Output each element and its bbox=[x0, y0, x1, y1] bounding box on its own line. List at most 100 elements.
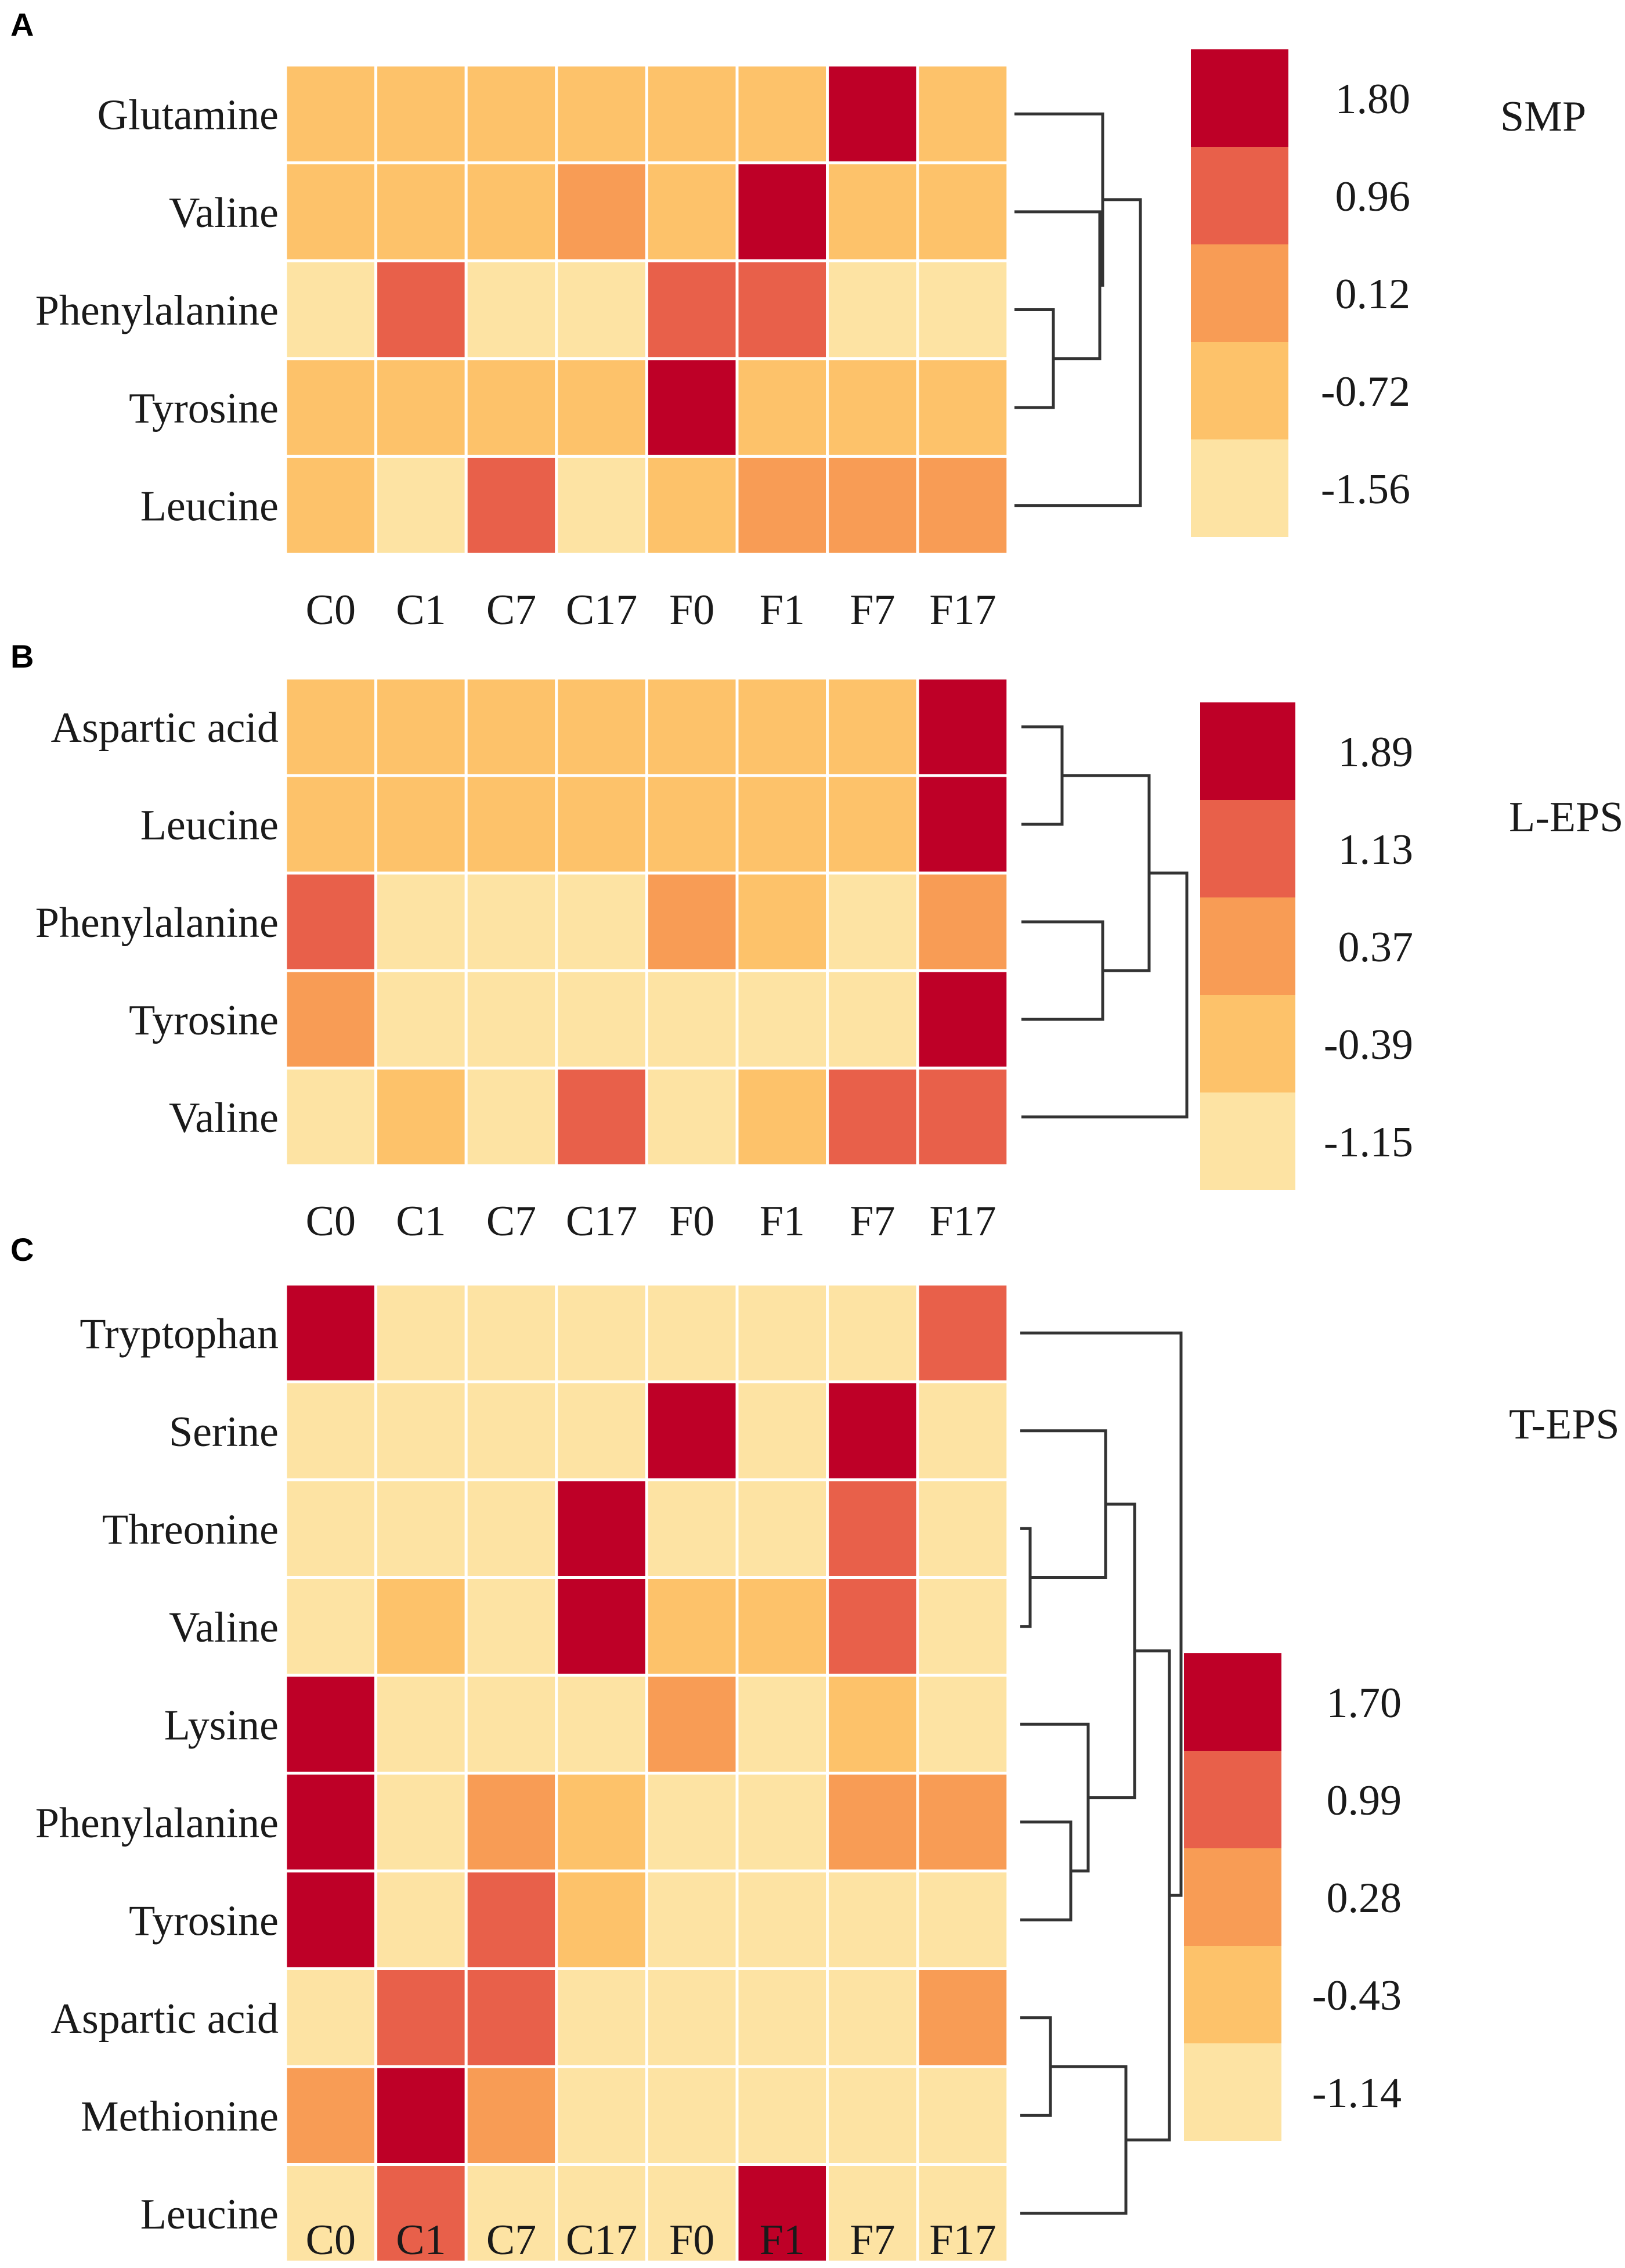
legend-tick-label: -1.14 bbox=[1312, 2069, 1402, 2117]
heatmap-cell-methionine-c0 bbox=[284, 2065, 378, 2166]
heatmap-cell-tyrosine-f0 bbox=[645, 1869, 739, 1970]
heatmap-cell-threonine-f1 bbox=[735, 1478, 829, 1579]
heatmap-cell-phenylalanine-c17 bbox=[555, 259, 648, 360]
heatmap-cell-valine-c1 bbox=[374, 161, 468, 262]
panel-a-smp: A Glutamine Valine Phenylalanine Tyrosine Leu… bbox=[10, 6, 1586, 634]
heatmap-cell-tyrosine-f1 bbox=[735, 357, 829, 458]
heatmap-cell-aspartic-acid-c7 bbox=[464, 676, 558, 777]
column-label-f0: F0 bbox=[669, 1198, 714, 1245]
panel-b-l-eps: B Aspartic acid Leucine Phenylalanine Tyrosi… bbox=[10, 638, 1623, 1245]
heatmap-cell-phenylalanine-c0 bbox=[284, 1772, 378, 1873]
dendrogram-branch bbox=[1020, 1527, 1032, 1628]
legend-tick-label: 0.99 bbox=[1327, 1777, 1402, 1825]
heatmap-cell-glutamine-f1 bbox=[735, 63, 829, 165]
dendrogram bbox=[1020, 1331, 1183, 2215]
heatmap-cell-phenylalanine-f1 bbox=[735, 259, 829, 360]
row-label-phenylalanine: Phenylalanine bbox=[35, 287, 279, 335]
dendrogram-branch bbox=[1014, 198, 1142, 507]
color-legend: 1.80 0.96 0.12 -0.72 -1.56 bbox=[1191, 49, 1410, 537]
heatmap-cell-phenylalanine-c0 bbox=[284, 259, 378, 360]
dendrogram-branch bbox=[1020, 1429, 1107, 1579]
row-label-tryptophan: Tryptophan bbox=[80, 1310, 279, 1358]
heatmap-cell-tryptophan-c7 bbox=[464, 1282, 558, 1383]
heatmap-cell-methionine-f1 bbox=[735, 2065, 829, 2166]
heatmap-cell-tyrosine-c0 bbox=[284, 969, 378, 1070]
heatmap-cell-phenylalanine-c1 bbox=[374, 871, 468, 972]
row-label-leucine: Leucine bbox=[140, 2191, 279, 2238]
heatmap-cell-tyrosine-c1 bbox=[374, 1869, 468, 1970]
heatmap-cell-phenylalanine-c7 bbox=[464, 259, 558, 360]
heatmap-cell-serine-c17 bbox=[555, 1380, 648, 1481]
column-label-f1: F1 bbox=[760, 586, 805, 634]
column-label-c17: C17 bbox=[566, 2216, 637, 2264]
heatmap-cell-tyrosine-c7 bbox=[464, 357, 558, 458]
heatmap-cells bbox=[284, 1282, 1010, 2264]
dendrogram-branch bbox=[1020, 1722, 1090, 1873]
legend-swatch bbox=[1200, 995, 1295, 1092]
heatmap-cell-valine-c17 bbox=[555, 1576, 648, 1677]
heatmap-cell-tyrosine-c1 bbox=[374, 357, 468, 458]
heatmap-cell-phenylalanine-c7 bbox=[464, 1772, 558, 1873]
color-legend: 1.89 1.13 0.37 -0.39 -1.15 bbox=[1200, 702, 1413, 1190]
legend-tick-label: 0.28 bbox=[1327, 1874, 1402, 1922]
dendrogram-branch bbox=[1126, 1649, 1171, 2141]
legend-swatch bbox=[1200, 1092, 1295, 1190]
row-label-valine: Valine bbox=[169, 1604, 279, 1652]
heatmap-cell-phenylalanine-f17 bbox=[916, 259, 1010, 360]
heatmap-cell-valine-c7 bbox=[464, 1576, 558, 1677]
legend-swatch bbox=[1191, 439, 1288, 537]
heatmap-cell-tyrosine-f17 bbox=[916, 1869, 1010, 1970]
heatmap-cell-leucine-c7 bbox=[464, 455, 558, 556]
heatmap-cell-methionine-f17 bbox=[916, 2065, 1010, 2166]
heatmap-cell-leucine-f7 bbox=[826, 774, 919, 875]
legend-tick-label: 1.70 bbox=[1327, 1679, 1402, 1727]
heatmap-cell-phenylalanine-c1 bbox=[374, 1772, 468, 1873]
heatmap-cell-valine-f7 bbox=[826, 161, 919, 262]
heatmap-cell-methionine-c7 bbox=[464, 2065, 558, 2166]
dendrogram-branch bbox=[1088, 1502, 1136, 1800]
heatmap-cell-phenylalanine-c7 bbox=[464, 871, 558, 972]
panel-c-t-eps: C Tryptophan Serine Threonine Valine Lysine Ph… bbox=[10, 1231, 1620, 2264]
legend-swatch bbox=[1184, 1946, 1281, 2043]
heatmap-cell-leucine-c1 bbox=[374, 455, 468, 556]
heatmap-cell-lysine-c7 bbox=[464, 1674, 558, 1775]
heatmap-cell-valine-c17 bbox=[555, 1066, 648, 1167]
heatmap-cell-methionine-f0 bbox=[645, 2065, 739, 2166]
heatmap-cell-lysine-c0 bbox=[284, 1674, 378, 1775]
heatmap-cell-aspartic-acid-f0 bbox=[645, 676, 739, 777]
heatmap-cell-leucine-c7 bbox=[464, 774, 558, 875]
heatmap-cell-leucine-c1 bbox=[374, 774, 468, 875]
column-label-c1: C1 bbox=[396, 2216, 446, 2264]
dendrogram-branch bbox=[1062, 774, 1151, 972]
heatmap-cells bbox=[284, 676, 1010, 1167]
panel-letter: C bbox=[10, 1231, 34, 1268]
dendrogram-branch bbox=[1020, 2065, 1128, 2215]
row-label-tyrosine: Tyrosine bbox=[129, 997, 279, 1044]
heatmap-cell-aspartic-acid-f17 bbox=[916, 676, 1010, 777]
heatmap-cell-valine-f1 bbox=[735, 161, 829, 262]
heatmap-cell-valine-f1 bbox=[735, 1576, 829, 1677]
heatmap-cell-aspartic-acid-f1 bbox=[735, 1967, 829, 2068]
row-label-leucine: Leucine bbox=[140, 483, 279, 531]
heatmap-cell-valine-f0 bbox=[645, 1066, 739, 1167]
heatmap-cell-glutamine-c0 bbox=[284, 63, 378, 165]
dendrogram-branch bbox=[1021, 920, 1104, 1021]
heatmap-cell-phenylalanine-c0 bbox=[284, 871, 378, 972]
column-label-f7: F7 bbox=[850, 1198, 895, 1245]
heatmap-cell-lysine-f1 bbox=[735, 1674, 829, 1775]
legend-tick-label: 1.13 bbox=[1338, 826, 1414, 874]
panel-letter: B bbox=[10, 638, 34, 675]
heatmap-cell-threonine-f7 bbox=[826, 1478, 919, 1579]
heatmap-cell-phenylalanine-f0 bbox=[645, 871, 739, 972]
heatmap-cell-valine-f1 bbox=[735, 1066, 829, 1167]
heatmap-cell-aspartic-acid-f7 bbox=[826, 676, 919, 777]
column-label-f1: F1 bbox=[760, 1198, 805, 1245]
panel-title: L-EPS bbox=[1509, 794, 1623, 841]
legend-tick-label: 0.12 bbox=[1335, 271, 1411, 318]
heatmap-cell-glutamine-f17 bbox=[916, 63, 1010, 165]
heatmap-cell-tyrosine-f17 bbox=[916, 969, 1010, 1070]
heatmap-cell-aspartic-acid-c17 bbox=[555, 676, 648, 777]
heatmap-cell-valine-c7 bbox=[464, 161, 558, 262]
heatmap-cell-phenylalanine-c17 bbox=[555, 1772, 648, 1873]
